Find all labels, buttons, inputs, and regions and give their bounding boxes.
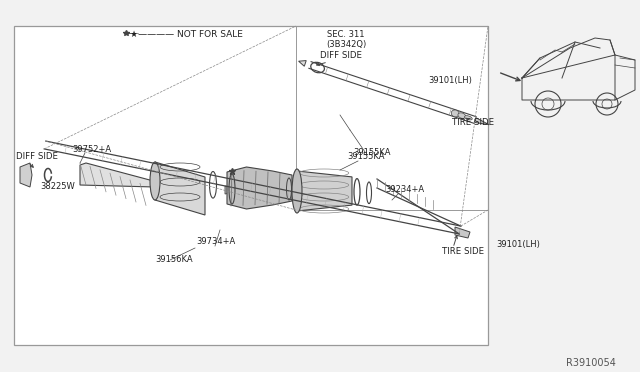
Ellipse shape <box>458 113 466 118</box>
Text: TIRE SIDE: TIRE SIDE <box>442 247 484 256</box>
Text: DIFF SIDE: DIFF SIDE <box>320 51 362 60</box>
Ellipse shape <box>451 110 459 117</box>
Polygon shape <box>14 26 488 345</box>
Polygon shape <box>299 61 306 66</box>
Text: 39234+A: 39234+A <box>385 185 424 194</box>
Polygon shape <box>20 163 32 187</box>
Text: 39101(LH): 39101(LH) <box>496 240 540 249</box>
Polygon shape <box>155 162 205 215</box>
Text: SEC. 311
(3B342Q): SEC. 311 (3B342Q) <box>326 30 366 49</box>
Polygon shape <box>474 118 489 125</box>
Text: 39752+A: 39752+A <box>72 145 111 154</box>
Text: 39155KA: 39155KA <box>353 148 390 157</box>
Ellipse shape <box>154 164 162 189</box>
Ellipse shape <box>150 162 160 200</box>
Ellipse shape <box>465 116 472 120</box>
Text: TIRE SIDE: TIRE SIDE <box>452 118 494 127</box>
Text: 39101(LH): 39101(LH) <box>428 76 472 85</box>
Polygon shape <box>227 167 292 209</box>
Ellipse shape <box>292 169 302 213</box>
Text: 39155KA: 39155KA <box>347 152 385 161</box>
Text: 39156KA: 39156KA <box>155 255 193 264</box>
Text: 38225W: 38225W <box>40 182 75 191</box>
Polygon shape <box>455 227 470 238</box>
Text: 39734+A: 39734+A <box>196 237 236 246</box>
Polygon shape <box>297 171 352 211</box>
Text: R3910054: R3910054 <box>566 358 616 368</box>
Polygon shape <box>80 163 161 187</box>
Text: DIFF SIDE: DIFF SIDE <box>16 152 58 161</box>
Text: ★———— NOT FOR SALE: ★———— NOT FOR SALE <box>130 30 243 39</box>
Polygon shape <box>225 186 231 194</box>
